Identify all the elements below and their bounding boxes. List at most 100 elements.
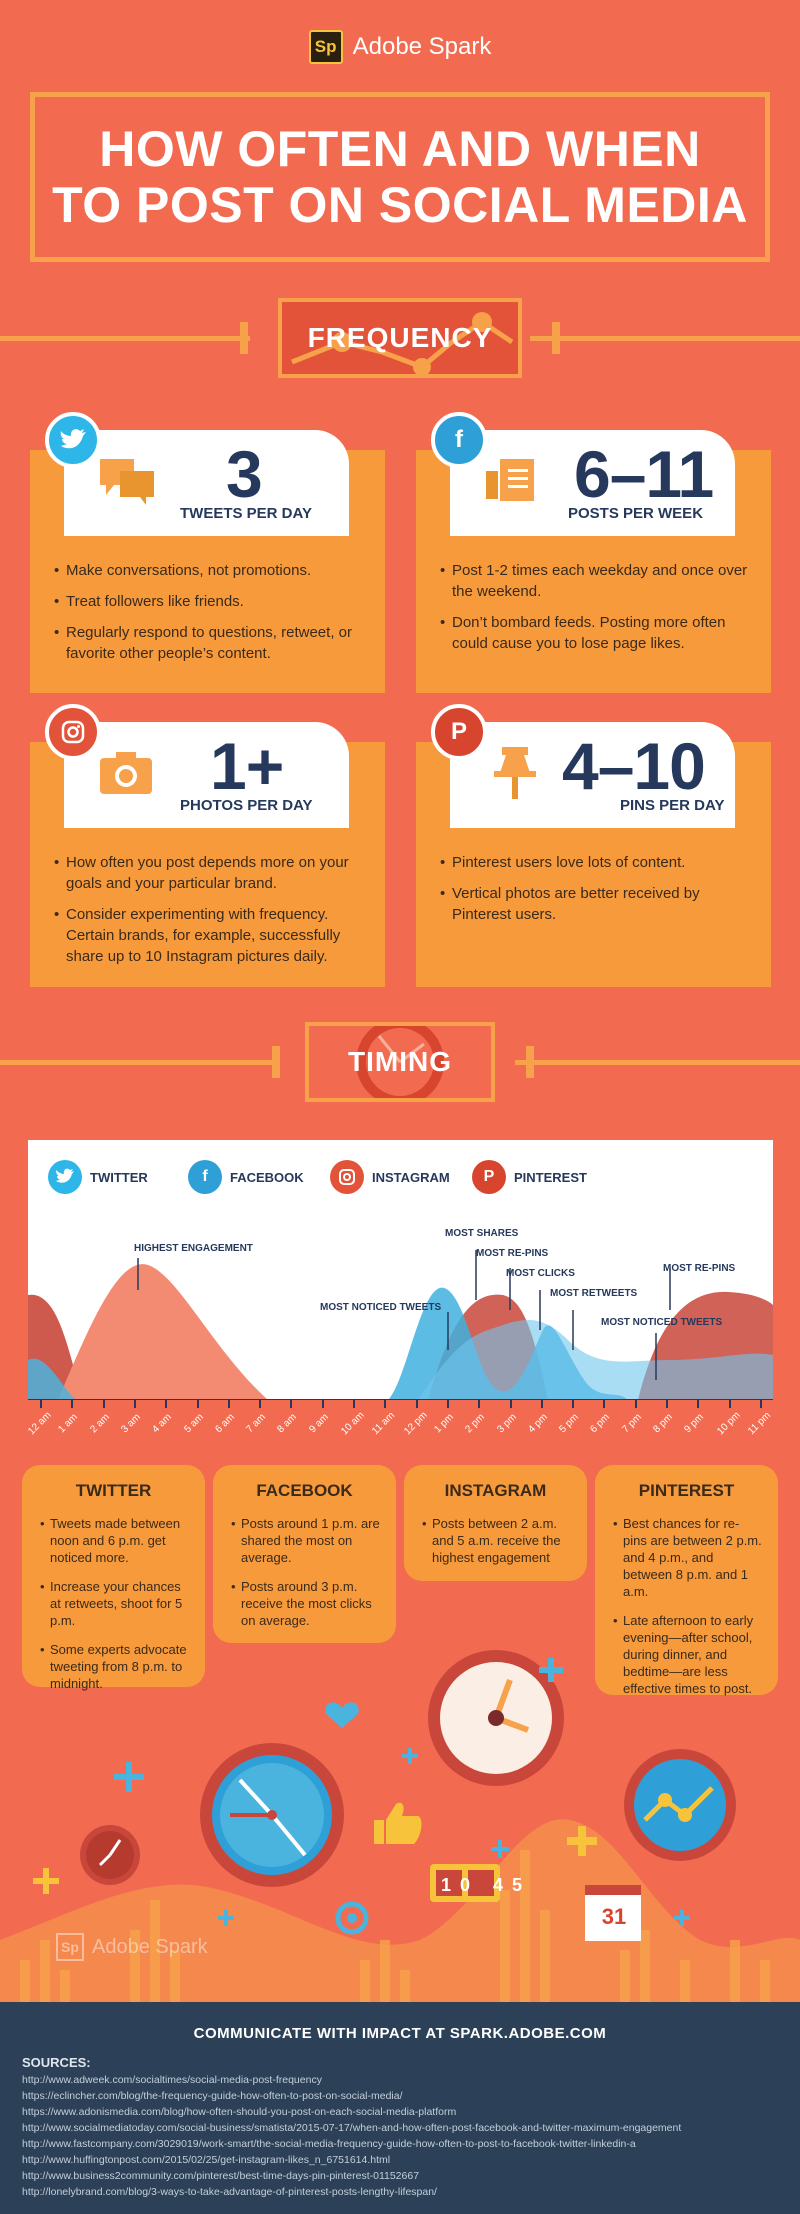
adobe-spark-logo: Sp — [308, 30, 343, 64]
source-link[interactable]: http://www.business2community.com/pinter… — [22, 2170, 420, 2182]
watermark-text: Adobe Spark — [92, 1935, 208, 1958]
source-link[interactable]: https://www.adonismedia.com/blog/how-oft… — [22, 2106, 457, 2118]
card-title: FACEBOOK — [256, 1481, 353, 1500]
hour-tick — [40, 1400, 42, 1408]
source-link[interactable]: http://lonelybrand.com/blog/3-ways-to-ta… — [22, 2186, 437, 2198]
list-item: Posts around 1 p.m. are shared the most … — [231, 1515, 380, 1566]
legend-twitter: TWITTER — [48, 1160, 148, 1194]
facebook-frequency-tips: Post 1-2 times each weekday and once ove… — [440, 560, 750, 664]
list-item: Best chances for re-pins are between 2 p… — [613, 1515, 762, 1600]
card-title: INSTAGRAM — [444, 1481, 547, 1500]
pinterest-timing-card: PINTEREST Best chances for re-pins are b… — [595, 1465, 778, 1696]
hour-tick — [603, 1400, 606, 1408]
pinterest-frequency-unit: PINS PER DAY — [620, 797, 725, 814]
annotation-highest-engagement: HIGHEST ENGAGEMENT — [134, 1243, 253, 1254]
document-icon — [486, 459, 534, 501]
hour-tick — [227, 1400, 230, 1408]
annotation-most-noticed-tweets: MOST NOTICED TWEETS — [320, 1302, 442, 1313]
page-title-line-1: HOW OFTEN AND WHEN — [99, 121, 701, 177]
hour-tick — [728, 1400, 731, 1408]
hour-tick — [196, 1400, 199, 1408]
instagram-frequency-unit: PHOTOS PER DAY — [180, 797, 313, 814]
pinterest-frequency-number: 4–10 — [562, 729, 706, 803]
list-item: Vertical photos are better received by P… — [440, 883, 760, 925]
annotation-most-retweets: MOST RETWEETS — [550, 1288, 638, 1299]
banner-tick — [552, 322, 560, 354]
decorative-illustration — [0, 1650, 800, 2002]
camera-icon — [100, 752, 152, 794]
title-box: HOW OFTEN AND WHEN TO POST ON SOCIAL MED… — [30, 92, 770, 262]
list-item: Tweets made between noon and 6 p.m. get … — [40, 1515, 189, 1566]
list-item: Don’t bombard feeds. Posting more often … — [440, 612, 750, 654]
list-item: Make conversations, not promotions. — [54, 560, 364, 581]
instagram-timing-card: INSTAGRAM Posts between 2 a.m. and 5 a.m… — [404, 1465, 587, 1581]
digital-clock-readout: 10 45 — [441, 1875, 532, 1895]
hour-tick — [540, 1400, 543, 1408]
frequency-heading: FREQUENCY — [307, 322, 493, 353]
banner-rule-left — [0, 336, 250, 341]
list-item: Some experts advocate tweeting from 8 p.… — [40, 1641, 189, 1692]
list-item: Pinterest users love lots of content. — [440, 852, 760, 873]
pinterest-frequency-tips: Pinterest users love lots of content. Ve… — [440, 852, 760, 935]
hour-tick — [353, 1400, 356, 1408]
card-title: PINTEREST — [638, 1481, 735, 1500]
banner-tick — [240, 322, 248, 354]
pinterest-icon: P — [472, 1160, 506, 1194]
facebook-timing-card: FACEBOOK Posts around 1 p.m. are shared … — [213, 1465, 396, 1643]
facebook-frequency-number: 6–11 — [574, 437, 714, 511]
source-link[interactable]: http://www.socialmediatoday.com/social-b… — [22, 2122, 682, 2134]
twitter-frequency-number: 3 — [226, 437, 263, 511]
banner-rule-right — [530, 336, 800, 341]
pinterest-icon: P — [431, 704, 487, 760]
twitter-frequency-tips: Make conversations, not promotions. Trea… — [54, 560, 364, 674]
twitter-icon — [45, 412, 101, 468]
facebook-frequency-unit: POSTS PER WEEK — [568, 505, 704, 522]
annotation-most-clicks: MOST CLICKS — [506, 1268, 575, 1279]
list-item: Regularly respond to questions, retweet,… — [54, 622, 364, 664]
source-link[interactable]: https://eclincher.com/blog/the-frequency… — [22, 2090, 403, 2102]
legend-label: INSTAGRAM — [372, 1169, 450, 1185]
line-graph-icon — [291, 312, 514, 374]
annotation-most-re-pins-evening: MOST RE-PINS — [663, 1263, 736, 1274]
legend-label: PINTEREST — [514, 1169, 587, 1185]
hour-tick — [321, 1400, 324, 1408]
list-item: Consider experimenting with frequency. C… — [54, 904, 374, 967]
list-item: Treat followers like friends. — [54, 591, 364, 612]
sources-heading: SOURCES: — [22, 2055, 91, 2070]
footer — [0, 2002, 800, 2214]
timing-banner: TIMING — [305, 1022, 495, 1102]
hour-tick — [415, 1400, 418, 1408]
card-title: TWITTER — [75, 1481, 152, 1500]
list-item: Posts between 2 a.m. and 5 a.m. receive … — [422, 1515, 571, 1566]
hour-tick — [165, 1400, 168, 1408]
hour-tick — [697, 1400, 700, 1408]
hour-tick — [572, 1400, 575, 1408]
timing-heading: TIMING — [348, 1046, 452, 1077]
instagram-frequency-number: 1+ — [210, 729, 284, 803]
hour-tick — [509, 1400, 512, 1408]
legend-label: TWITTER — [90, 1169, 148, 1185]
brand-name: Adobe Spark — [352, 33, 492, 60]
footer-cta[interactable]: COMMUNICATE WITH IMPACT AT SPARK.ADOBE.C… — [193, 2025, 607, 2042]
source-link[interactable]: http://www.fastcompany.com/3029019/work-… — [22, 2138, 636, 2150]
twitter-timing-card: TWITTER Tweets made between noon and 6 p… — [22, 1465, 205, 1691]
hour-tick — [634, 1400, 637, 1408]
list-item: Post 1-2 times each weekday and once ove… — [440, 560, 750, 602]
facebook-icon: f — [431, 412, 487, 468]
twitter-icon — [48, 1160, 82, 1194]
source-link[interactable]: http://www.adweek.com/socialtimes/social… — [22, 2074, 322, 2086]
chat-bubbles-icon — [100, 459, 154, 505]
banner-rule-right — [515, 1060, 800, 1065]
annotation-most-shares: MOST SHARES — [445, 1228, 519, 1239]
pushpin-icon — [494, 747, 536, 799]
watermark-logo: Sp — [56, 1933, 84, 1961]
watermark: Sp Adobe Spark — [56, 1933, 208, 1961]
instagram-icon — [45, 704, 101, 760]
legend-instagram: INSTAGRAM — [330, 1160, 450, 1194]
source-link[interactable]: http://www.huffingtonpost.com/2015/02/25… — [22, 2154, 391, 2166]
calendar-day: 31 — [601, 1904, 627, 1929]
legend-label: FACEBOOK — [230, 1169, 304, 1185]
instagram-frequency-tips: How often you post depends more on your … — [54, 852, 374, 977]
hour-tick — [71, 1400, 74, 1408]
legend-facebook: f FACEBOOK — [188, 1160, 304, 1194]
